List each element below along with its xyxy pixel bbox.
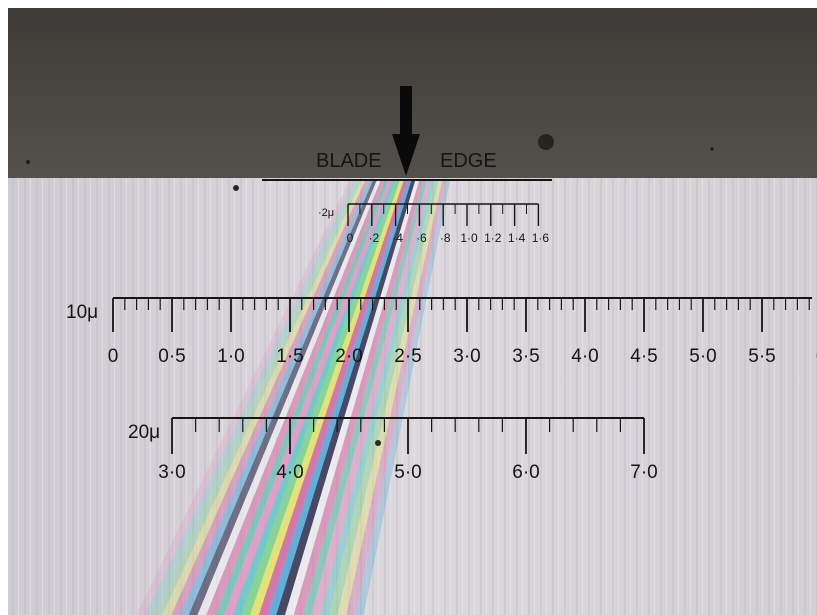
scale-tick-label: 5·0 [689, 346, 716, 367]
scale-tick-label: ·2 [368, 231, 379, 245]
scale-tick-label: 4·5 [630, 346, 657, 367]
dust-speck [26, 160, 30, 164]
scale-tick-label: 6·0 [512, 462, 539, 483]
scale-tick-label: 3·0 [158, 462, 185, 483]
scale-tick-label: 0·5 [158, 346, 185, 367]
scale-tick-label: 5·5 [748, 346, 775, 367]
dust-speck [375, 440, 381, 446]
scale-label: ·2μ [318, 207, 334, 219]
scale-tick-label: 7·0 [630, 462, 657, 483]
scale-tick-label: 3·0 [453, 346, 480, 367]
scale-tick-label: ·4 [392, 231, 403, 245]
blade-label: BLADE [316, 150, 382, 172]
scale-tick-label: 1·2 [484, 231, 502, 245]
scale-label: 10μ [66, 302, 98, 323]
dust-speck [233, 185, 239, 191]
scale-tick-label: 1·0 [460, 231, 478, 245]
scale-tick-label: 5·0 [394, 462, 421, 483]
scale-tick-label: 2·0 [335, 346, 362, 367]
scale-tick-label: ·6 [416, 231, 427, 245]
dust-speck [711, 148, 714, 151]
scale-tick-label: 4·0 [276, 462, 303, 483]
scale-tick-label: 1·0 [217, 346, 244, 367]
scale-tick-label: 4·0 [571, 346, 598, 367]
scale-tick-label: 0 [347, 231, 354, 245]
scale-tick-label: 1·5 [276, 346, 303, 367]
scale-tick-label: 1·6 [532, 231, 550, 245]
dust-speck [538, 134, 554, 150]
edge-label: EDGE [440, 150, 497, 172]
scale-tick-label: ·8 [440, 231, 451, 245]
scale-tick-label: 2·5 [394, 346, 421, 367]
scale-label: 20μ [128, 422, 160, 443]
dark-field [8, 8, 817, 184]
scale-tick-label: 0 [108, 346, 119, 367]
scale-tick-label: 1·4 [508, 231, 526, 245]
scale-tick-label: 3·5 [512, 346, 539, 367]
